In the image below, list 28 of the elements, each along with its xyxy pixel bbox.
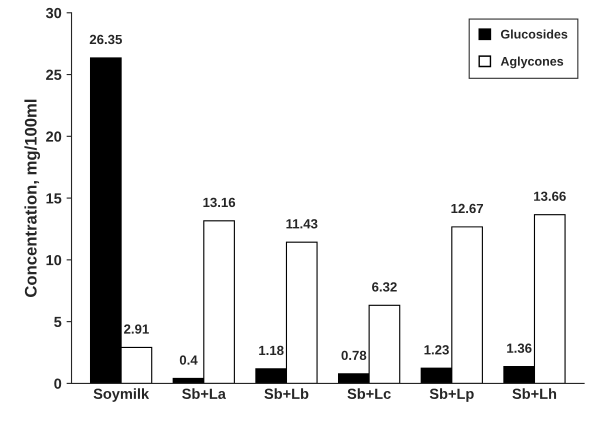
- data-label: 13.66: [534, 192, 566, 201]
- y-tick-label: 0: [54, 378, 62, 389]
- data-label: 11.43: [286, 219, 318, 228]
- data-label: 1.36: [507, 344, 532, 353]
- x-tick-label: Sb+Lb: [264, 388, 308, 399]
- y-tick-label: 30: [46, 8, 62, 18]
- legend-label: Aglycones: [500, 56, 564, 68]
- data-label: 2.91: [124, 324, 149, 334]
- data-label: 1.18: [259, 346, 284, 356]
- x-tick-label: Sb+Lp: [430, 388, 474, 402]
- data-label: 13.16: [203, 198, 236, 208]
- x-tick-label: Soymilk: [94, 388, 150, 402]
- data-label: 1.23: [424, 345, 449, 355]
- data-label: 26.35: [90, 34, 122, 44]
- legend-label: Glucosides: [500, 29, 568, 39]
- data-label: 12.67: [451, 204, 484, 214]
- y-tick-label: 10: [46, 254, 62, 266]
- y-tick-label: 20: [46, 131, 62, 142]
- x-tick-label: Sb+Lh: [512, 388, 556, 399]
- y-tick-label: 25: [46, 70, 62, 80]
- data-label: 6.32: [372, 282, 397, 292]
- data-label: 0.4: [180, 355, 198, 365]
- y-tick-label: 15: [46, 193, 62, 204]
- y-tick-label: 5: [54, 316, 62, 328]
- x-tick-label: Sb+Lc: [347, 388, 391, 399]
- x-tick-label: Sb+La: [182, 388, 226, 399]
- y-axis-title: Concentration, mg/100ml: [24, 100, 40, 297]
- data-label: 0.78: [342, 350, 366, 360]
